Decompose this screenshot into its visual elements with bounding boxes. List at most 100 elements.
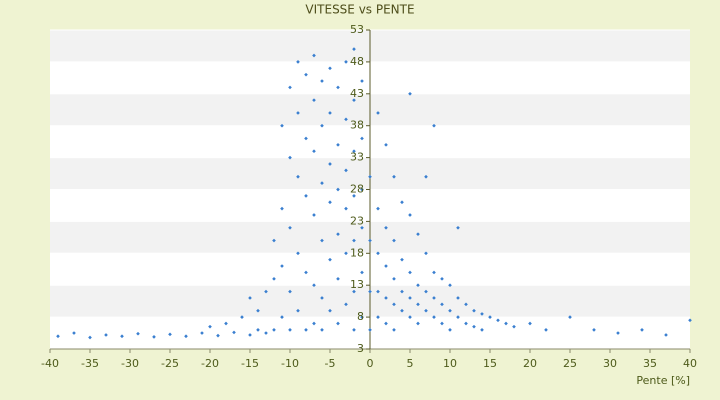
x-tick-label: 15 (483, 357, 497, 370)
point (440, 302, 444, 307)
point (328, 111, 332, 115)
point (480, 328, 484, 332)
point (368, 238, 372, 243)
point (496, 318, 500, 323)
point (408, 315, 412, 319)
x-tick-label: -30 (121, 357, 139, 370)
point (416, 283, 420, 288)
point (384, 143, 388, 147)
point (272, 276, 276, 281)
point (464, 321, 468, 326)
y-tick-label: 18 (350, 246, 364, 259)
y-tick-label: 43 (350, 87, 364, 100)
point (416, 302, 420, 307)
point (392, 302, 396, 307)
point (376, 206, 380, 211)
point (288, 155, 292, 160)
point (384, 225, 388, 230)
point (408, 296, 412, 300)
point (312, 149, 316, 154)
y-tick-label: 3 (357, 342, 364, 355)
x-tick-label: -40 (41, 357, 59, 370)
x-tick-label: 0 (367, 357, 374, 370)
point (400, 200, 404, 205)
point (424, 251, 428, 256)
point (688, 318, 692, 323)
point (352, 289, 356, 294)
point (264, 289, 268, 294)
y-tick-label: 33 (350, 151, 364, 164)
chart-title: VITESSE vs PENTE (305, 3, 414, 17)
x-tick-label: -25 (161, 357, 179, 370)
point (448, 328, 452, 332)
x-tick-label: 40 (683, 357, 697, 370)
point (456, 315, 460, 319)
point (456, 225, 460, 230)
point (376, 111, 380, 115)
point (328, 257, 332, 262)
point (408, 91, 412, 96)
point (352, 149, 356, 154)
point (352, 328, 356, 332)
point (328, 308, 332, 313)
point (304, 328, 308, 332)
point (360, 79, 364, 83)
point (344, 168, 348, 173)
x-tick-label: 5 (407, 357, 414, 370)
point (400, 257, 404, 262)
point (312, 98, 316, 103)
point (344, 117, 348, 122)
point (408, 270, 412, 275)
point (448, 308, 452, 313)
point (592, 328, 596, 332)
point (280, 206, 284, 211)
point (296, 251, 300, 256)
point (384, 321, 388, 326)
point (200, 331, 204, 335)
point (544, 328, 548, 332)
tick-layer: -40 -35 -30 -25 -20 -15 -10 -5 0 5 10 15 20 25 30 35 40 3… (41, 23, 697, 370)
point (480, 312, 484, 316)
x-tick-label: 10 (443, 357, 457, 370)
x-tick-label: 35 (643, 357, 657, 370)
point (352, 194, 356, 198)
point (272, 328, 276, 332)
point (336, 143, 340, 147)
point (240, 315, 244, 319)
point (344, 60, 348, 64)
point (296, 174, 300, 179)
point (424, 174, 428, 179)
point (328, 162, 332, 166)
point (304, 194, 308, 198)
point (280, 315, 284, 319)
point (488, 315, 492, 319)
point (336, 321, 340, 326)
point (368, 174, 372, 179)
x-tick-label: -35 (81, 357, 99, 370)
point (472, 324, 476, 329)
point (336, 187, 340, 192)
point (304, 270, 308, 275)
point (216, 333, 220, 338)
point (512, 324, 516, 329)
point (344, 206, 348, 211)
point (320, 79, 324, 83)
point (344, 251, 348, 256)
point (320, 296, 324, 300)
point (440, 276, 444, 281)
point (264, 331, 268, 335)
point (312, 283, 316, 288)
point (224, 321, 228, 326)
x-tick-label: -10 (281, 357, 299, 370)
point (296, 60, 300, 64)
y-tick-label: 38 (350, 119, 364, 132)
point (616, 331, 620, 335)
point (352, 238, 356, 243)
point (456, 296, 460, 300)
point (328, 200, 332, 205)
x-tick-label: 30 (603, 357, 617, 370)
point (408, 213, 412, 217)
point (368, 328, 372, 332)
point (360, 315, 364, 319)
